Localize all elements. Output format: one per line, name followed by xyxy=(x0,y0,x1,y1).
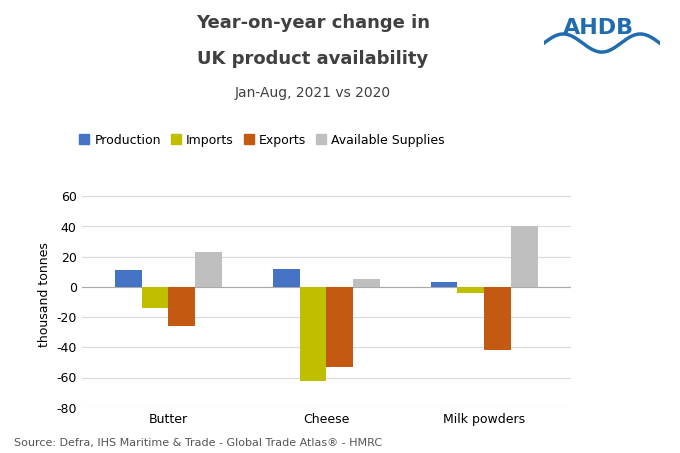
Bar xyxy=(115,270,141,287)
Bar xyxy=(353,280,380,287)
Bar xyxy=(511,226,538,287)
Text: AHDB: AHDB xyxy=(563,18,634,38)
Bar xyxy=(273,269,300,287)
Text: Year-on-year change in: Year-on-year change in xyxy=(196,14,430,32)
Bar xyxy=(195,252,222,287)
Legend: Production, Imports, Exports, Available Supplies: Production, Imports, Exports, Available … xyxy=(74,129,449,152)
Y-axis label: thousand tonnes: thousand tonnes xyxy=(37,242,51,347)
Bar xyxy=(141,287,169,308)
Bar xyxy=(326,287,353,367)
Text: Source: Defra, IHS Maritime & Trade - Global Trade Atlas® - HMRC: Source: Defra, IHS Maritime & Trade - Gl… xyxy=(14,439,381,448)
Text: UK product availability: UK product availability xyxy=(197,50,428,68)
Bar xyxy=(169,287,195,326)
Bar xyxy=(430,282,458,287)
Bar xyxy=(300,287,326,381)
Bar xyxy=(484,287,511,350)
Bar xyxy=(458,287,484,293)
Text: Jan-Aug, 2021 vs 2020: Jan-Aug, 2021 vs 2020 xyxy=(235,86,391,100)
